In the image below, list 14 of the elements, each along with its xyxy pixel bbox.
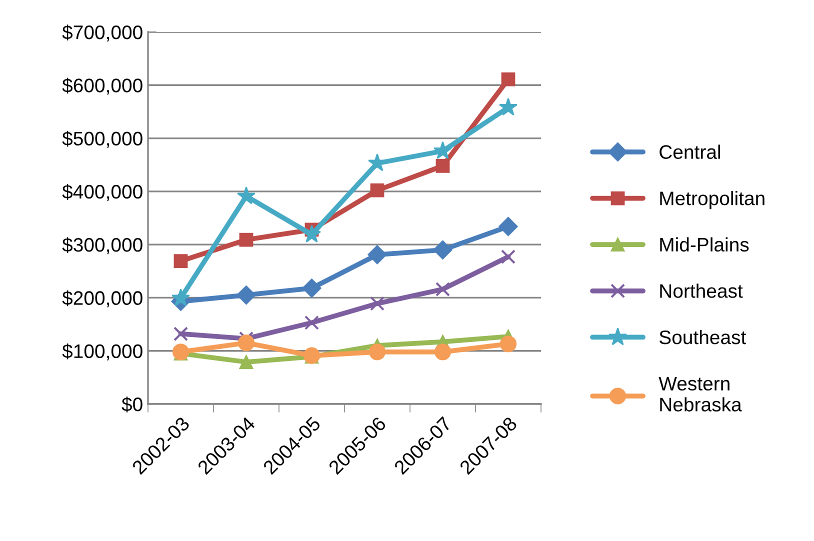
y-tick-label: $700,000 (62, 24, 142, 42)
legend-label: Southeast (659, 330, 746, 344)
legend-label: Western Nebraska (658, 376, 742, 412)
y-tick-label: $500,000 (62, 130, 142, 148)
y-tick-label: $400,000 (62, 184, 142, 201)
y-tick-label: $100,000 (62, 344, 142, 360)
y-tick-label: $200,000 (62, 290, 142, 308)
y-tick-label: $0 (122, 396, 142, 412)
legend-label: Central (660, 144, 720, 159)
legend-label: Northeast (660, 284, 743, 298)
y-tick-label: $600,000 (62, 78, 142, 95)
y-tick-label: $300,000 (62, 237, 142, 254)
legend-label: Mid-Plains (660, 237, 749, 252)
legend-label: Metropolitan (660, 190, 764, 210)
